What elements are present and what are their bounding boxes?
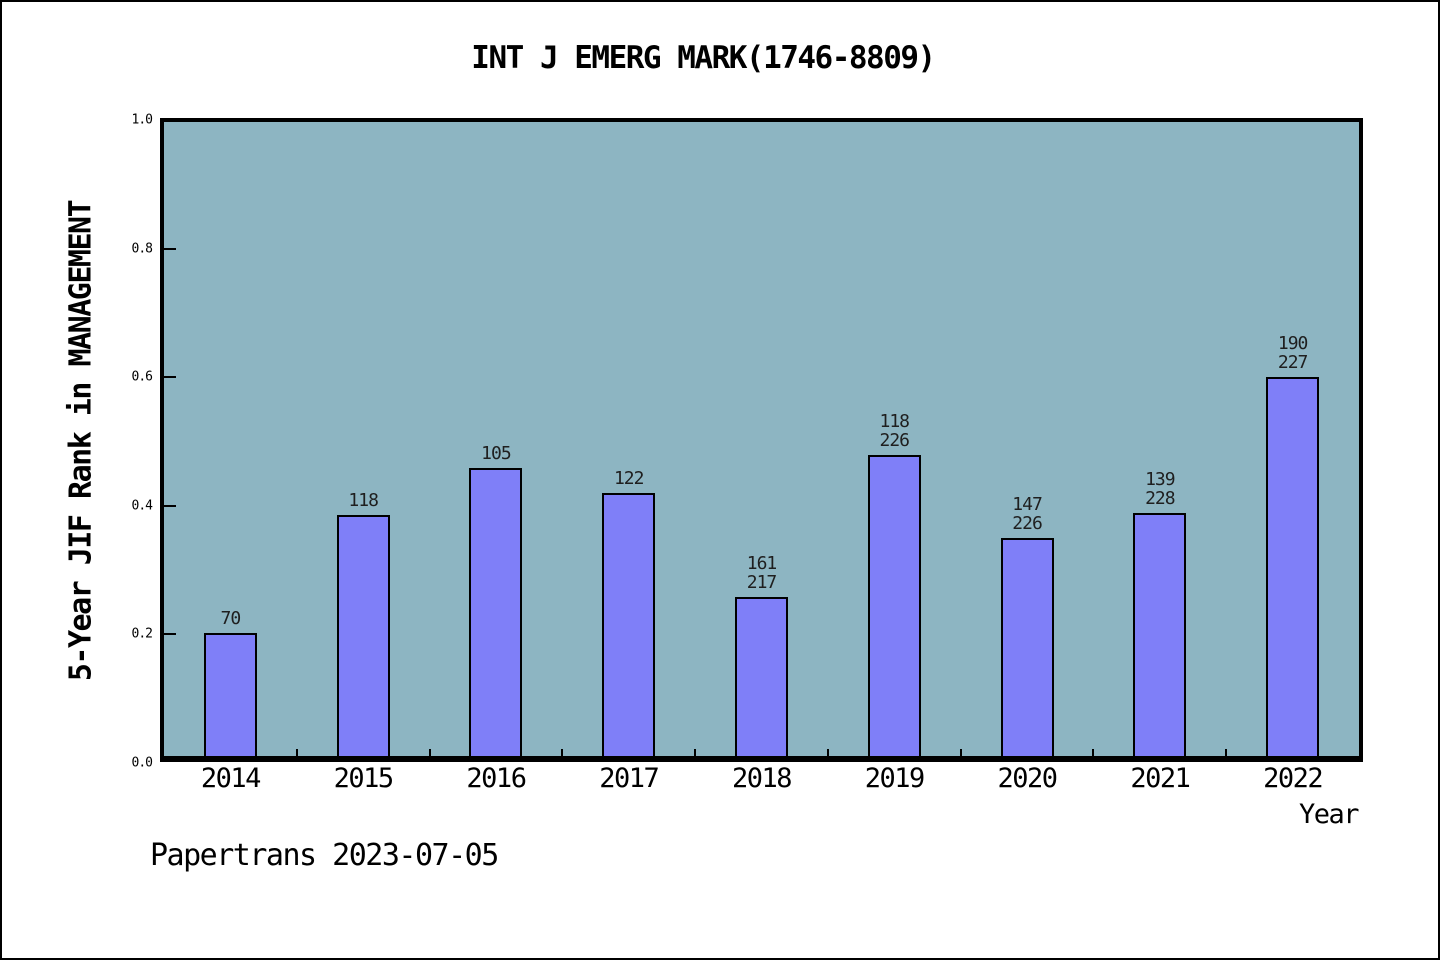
bar-value-label-2020: 147 226	[1012, 493, 1042, 534]
x-minor-tick	[1225, 749, 1228, 756]
x-minor-tick	[959, 749, 962, 756]
bar-2021	[1133, 513, 1187, 756]
x-minor-tick	[1092, 749, 1095, 756]
x-minor-tick	[561, 749, 564, 756]
bar-2014	[203, 632, 257, 756]
bar-2015	[336, 515, 390, 756]
x-tick-label-2015: 2015	[333, 763, 395, 794]
x-tick-label-2021: 2021	[1130, 763, 1191, 794]
x-tick-label-2017: 2017	[599, 763, 660, 794]
x-tick-label-2018: 2018	[731, 763, 793, 794]
y-tick	[164, 376, 176, 378]
plot-inner: 70 118 105 122 161 217 118 226 147 226 139 228 1…	[164, 122, 1359, 756]
bar-value-label-2018: 161 217	[746, 552, 777, 593]
x-tick-label-2016: 2016	[466, 763, 527, 794]
x-tick-label-2019: 2019	[864, 763, 926, 794]
y-tick-label: 0.6	[131, 369, 153, 385]
bar-2019	[867, 455, 921, 756]
watermark-text: Papertrans 2023-07-05	[150, 838, 499, 873]
bar-value-label-2016: 105	[481, 443, 511, 465]
y-tick	[164, 247, 176, 250]
y-tick-label: 0.8	[131, 241, 153, 256]
x-tick-label-2020: 2020	[997, 763, 1059, 794]
x-minor-tick	[826, 749, 829, 756]
bar-2022	[1266, 377, 1320, 756]
y-tick	[164, 504, 176, 507]
y-tick	[164, 633, 176, 635]
y-tick-label: 1.0	[131, 112, 153, 128]
bar-value-label-2015: 118	[348, 490, 378, 512]
bar-value-label-2017: 122	[613, 468, 644, 490]
x-tick-label-2014: 2014	[200, 763, 262, 794]
bar-2018	[735, 596, 788, 756]
y-tick-label: 0.0	[131, 755, 153, 770]
x-minor-tick	[428, 749, 431, 756]
bar-2017	[602, 493, 656, 756]
x-axis-label: Year	[1298, 799, 1360, 830]
y-tick-label: 0.4	[131, 498, 153, 513]
y-tick-label: 0.2	[131, 626, 153, 642]
bar-value-label-2022: 190 227	[1277, 333, 1308, 373]
x-minor-tick	[295, 749, 298, 756]
bar-2020	[1000, 537, 1054, 756]
bar-value-label-2019: 118 226	[879, 411, 910, 452]
bar-value-label-2014: 70	[220, 607, 242, 629]
chart-title: INT J EMERG MARK(1746-8809)	[471, 40, 936, 76]
plot-area: 70 118 105 122 161 217 118 226 147 226 139 228 1…	[160, 118, 1363, 762]
bar-value-label-2021: 139 228	[1145, 469, 1175, 510]
y-axis-label: 5-Year JIF Rank in MANAGEMENT	[63, 200, 99, 682]
bar-2016	[469, 468, 523, 756]
x-tick-label-2022: 2022	[1263, 763, 1324, 794]
x-minor-tick	[694, 749, 697, 756]
